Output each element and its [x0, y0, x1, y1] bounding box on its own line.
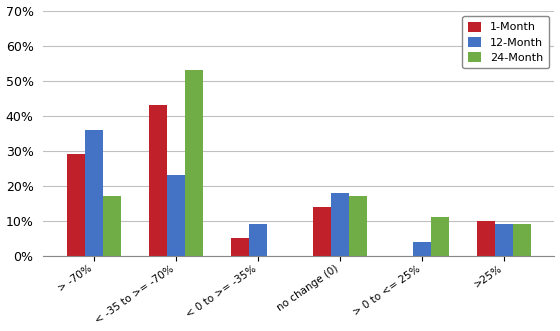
Bar	[185, 70, 203, 256]
Legend: 1-Month, 12-Month, 24-Month: 1-Month, 12-Month, 24-Month	[463, 16, 549, 69]
Bar	[513, 224, 531, 256]
Bar	[148, 105, 167, 256]
Bar	[102, 196, 121, 256]
Bar	[167, 175, 185, 256]
Bar	[495, 224, 513, 256]
Bar	[431, 217, 449, 256]
Bar	[249, 224, 267, 256]
Bar	[85, 130, 102, 256]
Bar	[313, 207, 331, 256]
Bar	[231, 238, 249, 256]
Bar	[331, 193, 349, 256]
Bar	[67, 154, 85, 256]
Bar	[349, 196, 367, 256]
Bar	[413, 242, 431, 256]
Bar	[477, 221, 495, 256]
